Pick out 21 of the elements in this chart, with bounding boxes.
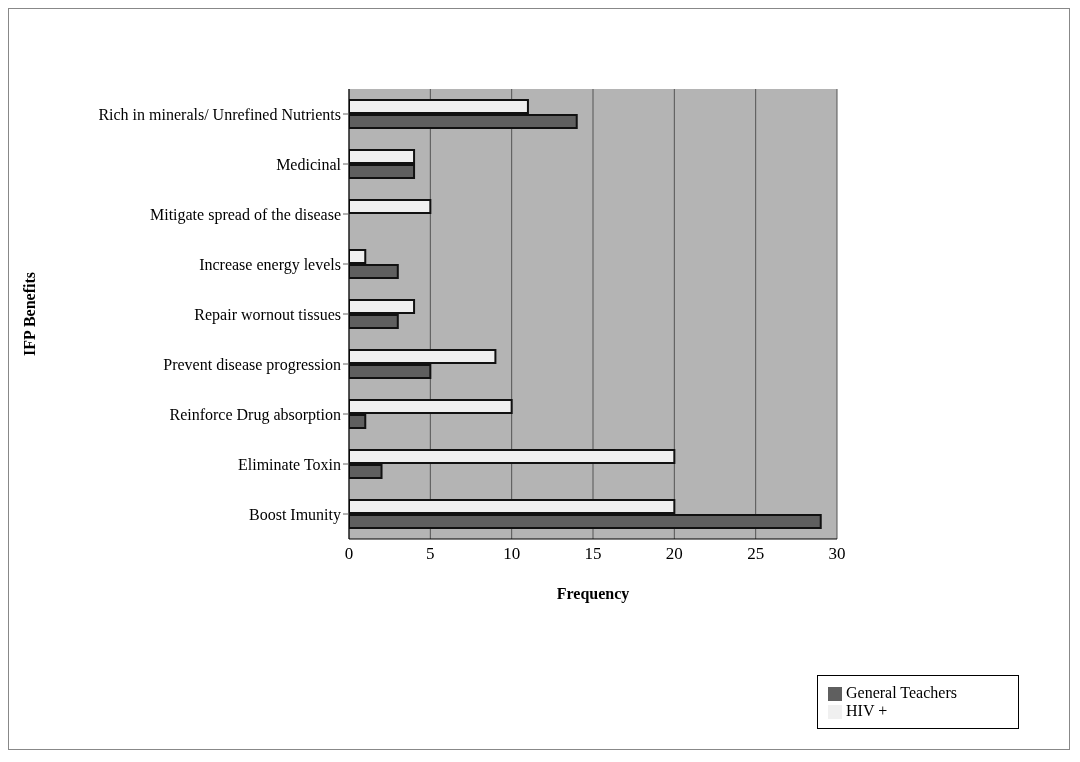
y-tick-label: Eliminate Toxin: [237, 455, 341, 473]
x-tick-label: 30: [828, 544, 846, 564]
x-tick-label: 15: [584, 544, 602, 564]
legend-label: General Teachers: [846, 684, 957, 701]
y-tick-label: Reinforce Drug absorption: [169, 405, 341, 424]
legend-label: HIV +: [846, 702, 888, 719]
x-tick-label: 10: [503, 544, 521, 564]
y-tick-label: Boost Imunity: [248, 505, 341, 524]
y-axis-title: IFP Benefits: [20, 272, 38, 356]
y-tick-label: Medicinal: [276, 155, 342, 173]
y-tick-label: Prevent disease progression: [163, 355, 341, 374]
x-tick-label: 25: [747, 544, 765, 564]
y-tick-label: Mitigate spread of the disease: [149, 205, 341, 224]
x-tick-label: 0: [344, 544, 354, 564]
y-tick-label: Increase energy levels: [199, 255, 341, 274]
x-tick-label: 5: [426, 544, 435, 564]
x-tick-label: 20: [665, 544, 683, 564]
y-tick-label: Repair wornout tissues: [194, 305, 341, 324]
bar: [349, 199, 432, 214]
x-axis-title: Frequency: [556, 585, 630, 603]
y-tick-label: Rich in minerals/ Unrefined Nutrients: [98, 105, 341, 123]
